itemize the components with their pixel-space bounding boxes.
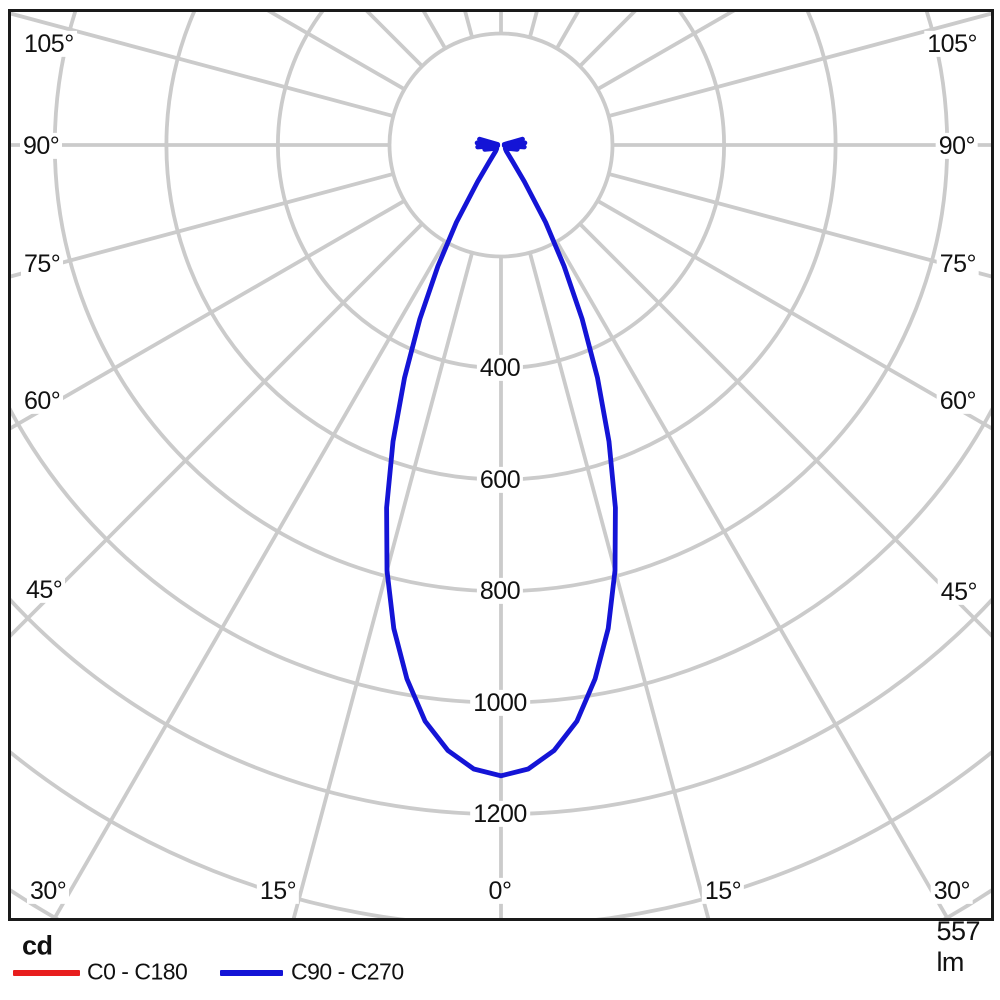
plot-frame [8, 9, 994, 921]
curve-layer [384, 136, 618, 779]
grid-spoke-330 [51, 240, 447, 920]
legend-swatch-c0-c180 [13, 970, 80, 976]
grid-spoke-105 [608, 11, 993, 118]
legend: C0 - C180 C90 - C270 [0, 958, 1000, 990]
grid-spoke-45 [578, 222, 993, 640]
grid-spoke-15 [528, 252, 711, 920]
intensity-unit-label: cd [22, 930, 53, 961]
grid-spoke-120 [596, 10, 738, 91]
legend-label-c90-c270: C90 - C270 [291, 958, 404, 985]
grid-spoke-315 [9, 222, 424, 640]
grid-ring-200 [387, 31, 615, 259]
curve-c90-c270 [384, 136, 618, 779]
grid-spoke-30 [555, 240, 951, 920]
grid-spoke-345 [291, 252, 474, 920]
luminous-flux-label: 557 lm [936, 916, 980, 977]
legend-label-c0-c180: C0 - C180 [87, 958, 188, 985]
grid-spoke-75 [608, 172, 993, 279]
grid-spoke-285 [9, 172, 394, 279]
grid-spoke-300 [9, 199, 406, 431]
grid-spoke-255 [9, 11, 394, 118]
legend-swatch-c90-c270 [220, 970, 283, 976]
grid-spoke-60 [596, 199, 993, 431]
